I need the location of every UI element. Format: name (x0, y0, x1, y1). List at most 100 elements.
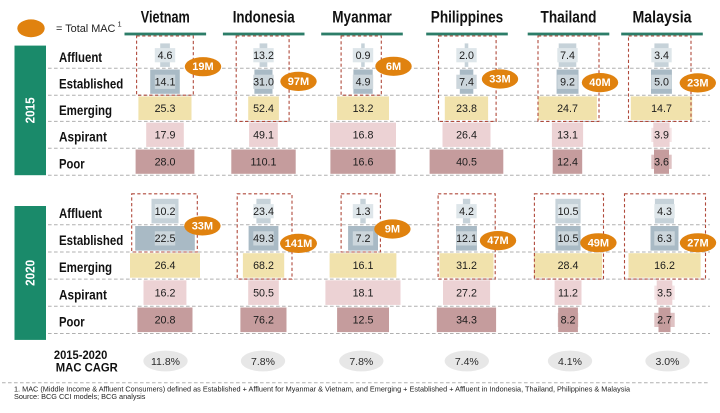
svg-text:31.0: 31.0 (253, 76, 274, 88)
svg-text:19M: 19M (192, 61, 213, 73)
svg-text:16.2: 16.2 (155, 287, 176, 299)
svg-text:13.2: 13.2 (253, 50, 274, 62)
svg-text:16.1: 16.1 (353, 260, 374, 272)
svg-text:34.3: 34.3 (456, 315, 477, 327)
svg-text:141M: 141M (285, 238, 313, 250)
svg-text:23.8: 23.8 (456, 103, 477, 115)
svg-text:11.8%: 11.8% (151, 356, 180, 368)
svg-text:4.1%: 4.1% (558, 356, 582, 368)
svg-text:MAC CAGR: MAC CAGR (56, 361, 118, 375)
svg-text:16.6: 16.6 (353, 156, 374, 168)
svg-text:Aspirant: Aspirant (59, 286, 107, 302)
svg-text:3.0%: 3.0% (656, 356, 680, 368)
svg-text:7.2: 7.2 (356, 233, 371, 245)
svg-text:3.5: 3.5 (657, 287, 672, 299)
svg-text:4.2: 4.2 (459, 206, 474, 218)
svg-text:Affluent: Affluent (59, 205, 102, 221)
svg-text:8.2: 8.2 (561, 315, 576, 327)
svg-text:110.1: 110.1 (251, 156, 277, 168)
svg-text:4.6: 4.6 (158, 50, 173, 62)
svg-text:3.6: 3.6 (654, 156, 669, 168)
svg-text:7.8%: 7.8% (349, 356, 373, 368)
svg-text:14.7: 14.7 (651, 103, 672, 115)
svg-text:Poor: Poor (59, 155, 85, 171)
svg-text:68.2: 68.2 (253, 260, 274, 272)
svg-text:97M: 97M (288, 76, 309, 88)
svg-text:12.4: 12.4 (557, 156, 578, 168)
svg-text:2.0: 2.0 (459, 50, 474, 62)
svg-text:Malaysia: Malaysia (633, 9, 693, 27)
svg-text:16.2: 16.2 (654, 260, 675, 272)
svg-text:28.4: 28.4 (558, 260, 579, 272)
svg-text:24.7: 24.7 (557, 103, 578, 115)
svg-text:22.5: 22.5 (155, 233, 176, 245)
svg-text:18.1: 18.1 (353, 287, 374, 299)
svg-text:9M: 9M (385, 224, 400, 236)
svg-text:49.3: 49.3 (253, 233, 274, 245)
svg-text:2015-2020: 2015-2020 (54, 348, 108, 362)
svg-text:10.5: 10.5 (558, 233, 579, 245)
svg-text:14.1: 14.1 (155, 76, 176, 88)
svg-text:10.5: 10.5 (558, 206, 579, 218)
svg-text:26.4: 26.4 (456, 130, 477, 142)
svg-text:Thailand: Thailand (541, 9, 597, 27)
svg-text:23M: 23M (687, 77, 708, 89)
svg-text:76.2: 76.2 (253, 315, 274, 327)
svg-text:= Total MAC: = Total MAC (56, 23, 116, 35)
svg-text:31.2: 31.2 (456, 260, 477, 272)
svg-text:4.9: 4.9 (356, 76, 371, 88)
svg-text:1.3: 1.3 (356, 206, 371, 218)
svg-text:Indonesia: Indonesia (233, 9, 296, 27)
svg-text:Philippines: Philippines (431, 9, 504, 27)
svg-text:17.9: 17.9 (155, 130, 176, 142)
svg-text:40.5: 40.5 (456, 156, 477, 168)
svg-text:Source: BCG CCI models; BCG an: Source: BCG CCI models; BCG analysis (14, 392, 146, 401)
svg-text:6.3: 6.3 (657, 233, 672, 245)
svg-text:2020: 2020 (24, 260, 38, 286)
svg-text:40M: 40M (589, 77, 610, 89)
svg-text:Established: Established (59, 75, 123, 91)
svg-text:Emerging: Emerging (59, 259, 112, 275)
svg-text:4.3: 4.3 (657, 206, 672, 218)
svg-text:33M: 33M (489, 74, 510, 86)
svg-text:33M: 33M (192, 220, 213, 232)
svg-text:2015: 2015 (24, 97, 38, 123)
svg-text:Established: Established (59, 232, 123, 248)
svg-text:Affluent: Affluent (59, 49, 102, 65)
svg-text:11.2: 11.2 (558, 287, 578, 299)
svg-text:9.2: 9.2 (560, 76, 575, 88)
svg-text:7.4: 7.4 (560, 50, 575, 62)
svg-text:26.4: 26.4 (155, 260, 176, 272)
svg-text:Emerging: Emerging (59, 102, 112, 118)
svg-text:Poor: Poor (59, 314, 85, 330)
svg-text:0.9: 0.9 (356, 50, 371, 62)
svg-text:7.8%: 7.8% (251, 356, 275, 368)
svg-text:49M: 49M (588, 237, 609, 249)
svg-text:23.4: 23.4 (253, 206, 274, 218)
svg-text:47M: 47M (487, 235, 508, 247)
svg-text:16.8: 16.8 (353, 130, 374, 142)
svg-text:13.2: 13.2 (353, 103, 374, 115)
svg-text:7.4: 7.4 (459, 76, 474, 88)
svg-text:3.9: 3.9 (654, 130, 669, 142)
svg-text:10.2: 10.2 (155, 206, 176, 218)
svg-text:13.1: 13.1 (557, 130, 578, 142)
svg-text:12.1: 12.1 (456, 233, 477, 245)
svg-text:7.4%: 7.4% (455, 356, 479, 368)
svg-text:3.4: 3.4 (654, 50, 669, 62)
svg-text:6M: 6M (386, 61, 401, 73)
svg-text:12.5: 12.5 (353, 315, 374, 327)
svg-text:25.3: 25.3 (155, 103, 176, 115)
svg-text:27M: 27M (687, 237, 708, 249)
svg-text:Aspirant: Aspirant (59, 129, 107, 145)
svg-text:Myanmar: Myanmar (332, 9, 392, 27)
svg-text:28.0: 28.0 (155, 156, 176, 168)
svg-text:2.7: 2.7 (657, 315, 672, 327)
svg-text:50.5: 50.5 (253, 287, 274, 299)
svg-text:20.8: 20.8 (155, 315, 176, 327)
svg-text:Vietnam: Vietnam (141, 9, 190, 27)
svg-text:1: 1 (118, 20, 122, 29)
svg-text:1. MAC (Middle Income & Afflue: 1. MAC (Middle Income & Affluent Consume… (14, 385, 631, 394)
svg-text:5.0: 5.0 (654, 76, 669, 88)
svg-text:49.1: 49.1 (253, 130, 274, 142)
